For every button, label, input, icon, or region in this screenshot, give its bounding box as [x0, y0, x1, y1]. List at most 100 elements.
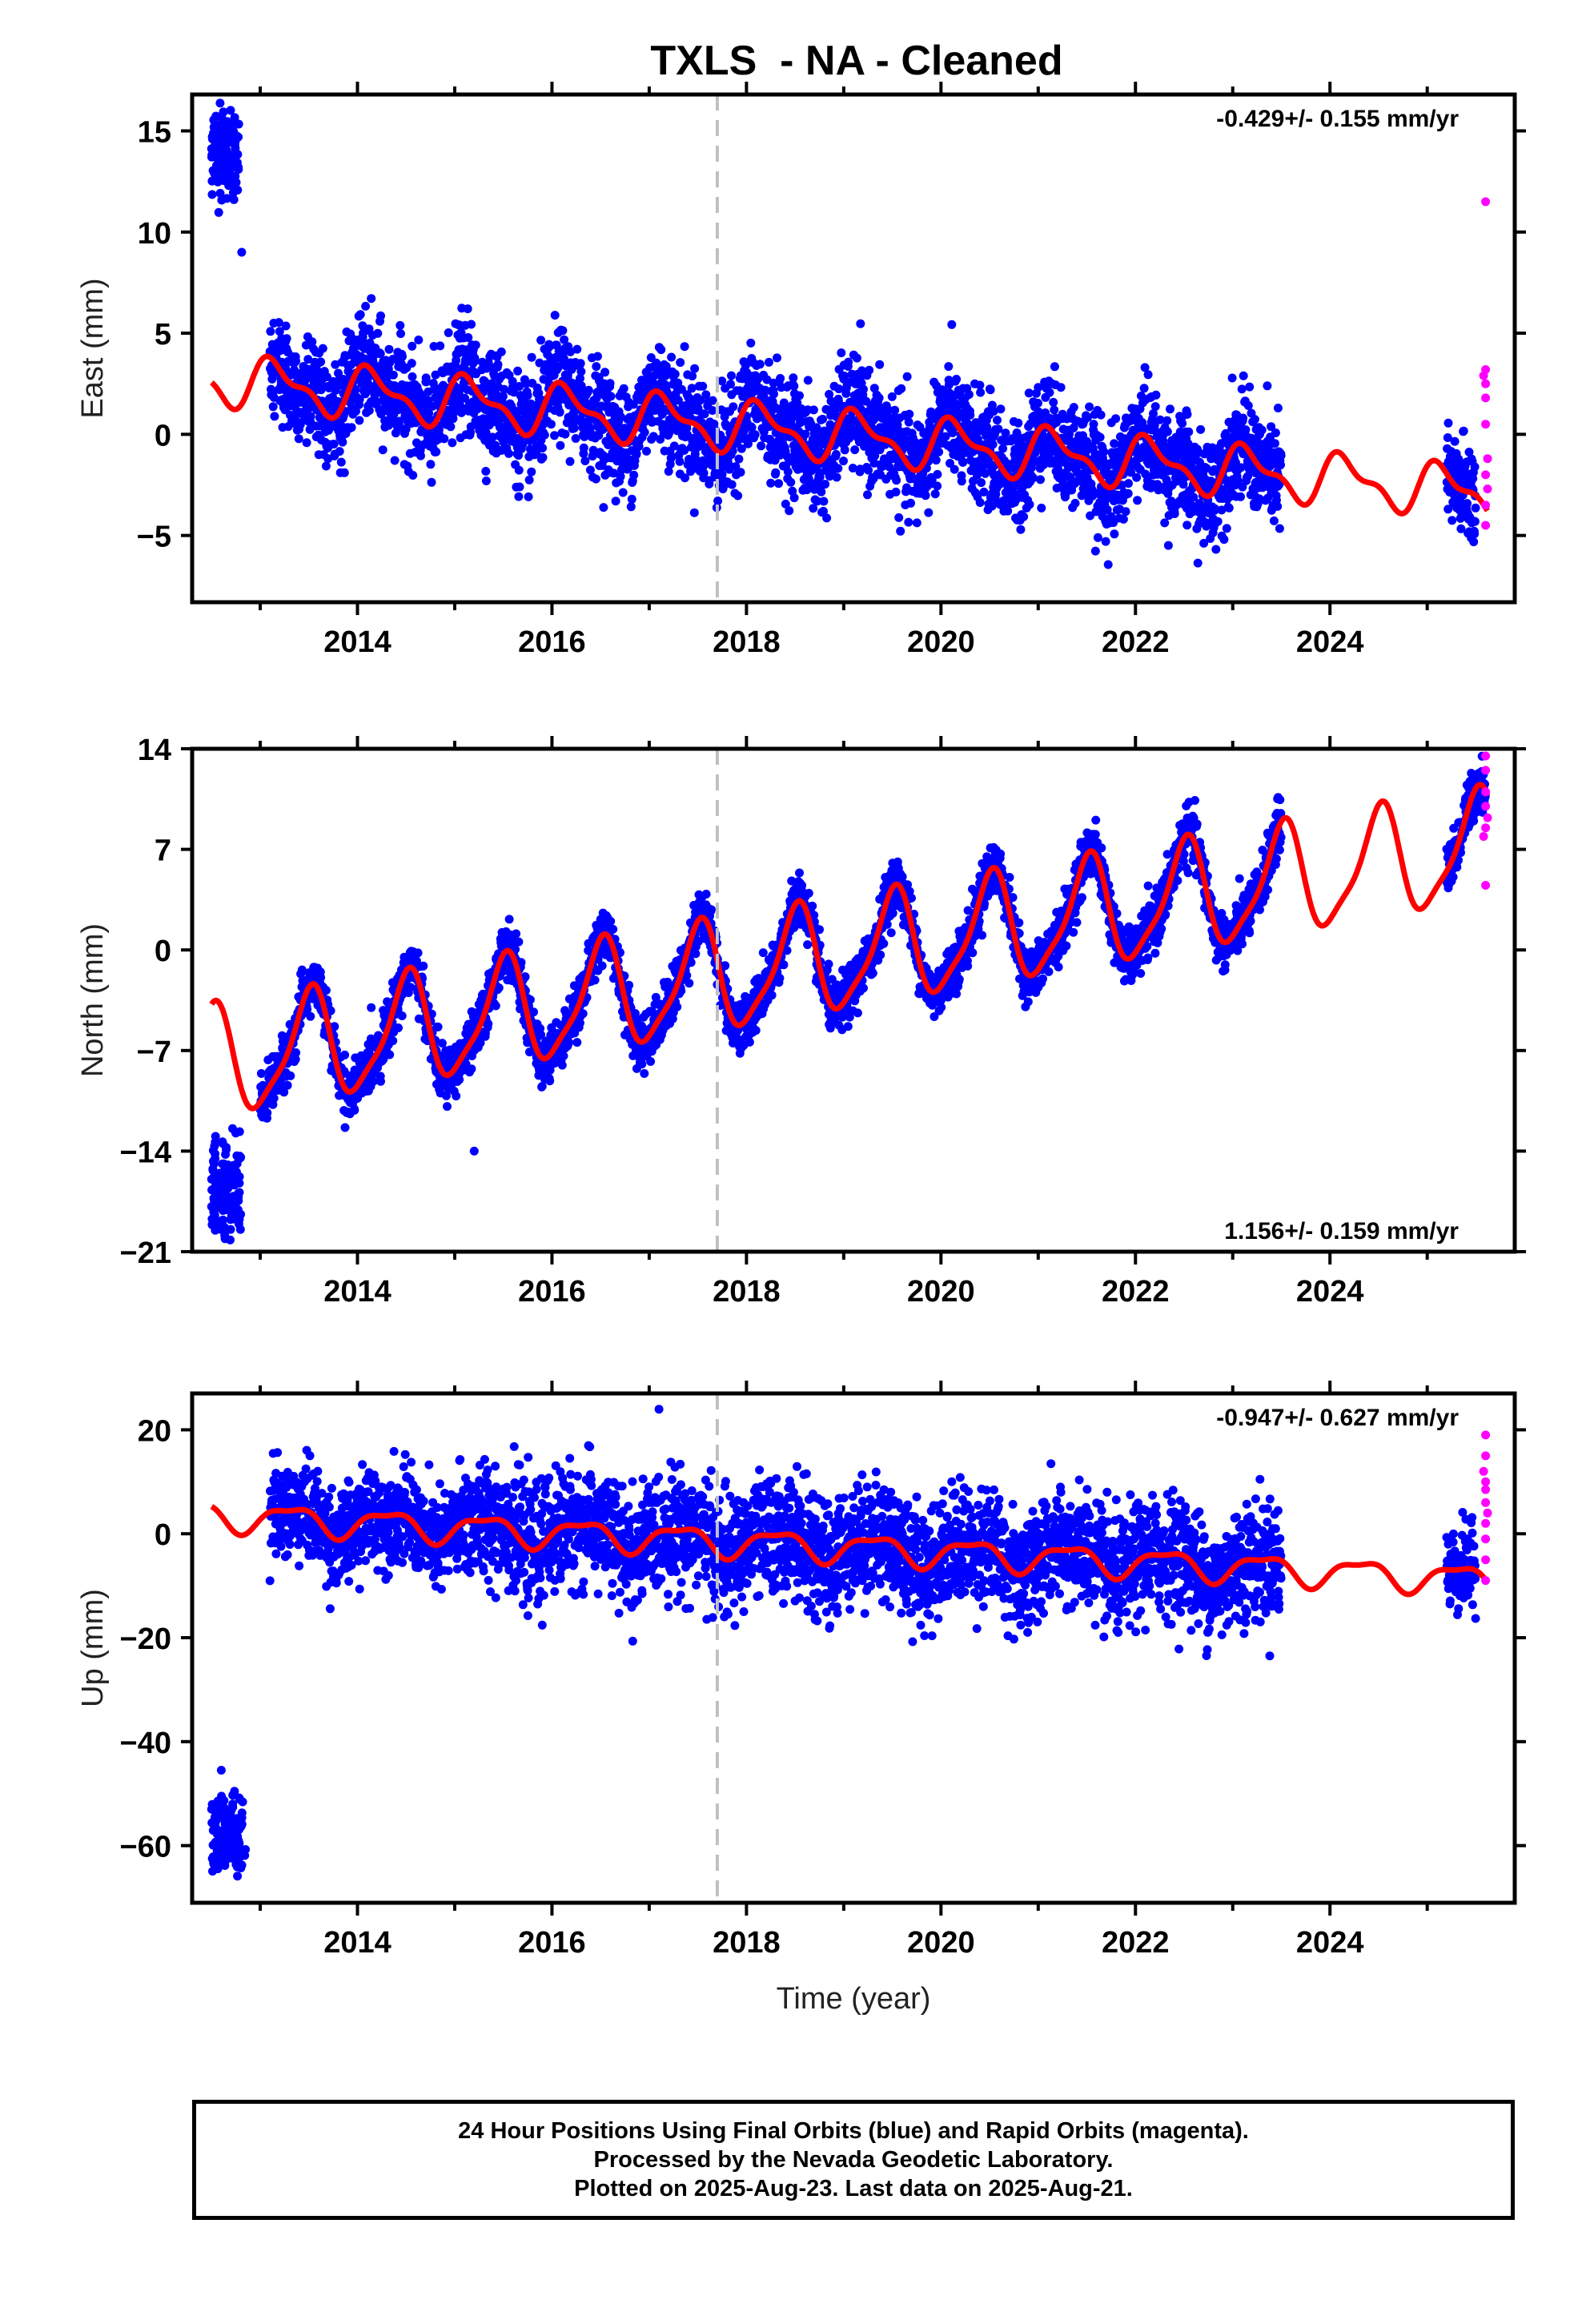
final-orbit-point	[1070, 498, 1080, 508]
final-orbit-point	[1456, 524, 1466, 533]
final-orbit-point	[1083, 412, 1092, 422]
final-orbit-point	[1110, 439, 1119, 448]
final-orbit-point	[295, 420, 305, 429]
final-orbit-point	[215, 99, 225, 108]
final-orbit-point	[708, 396, 717, 405]
final-orbit-point	[396, 320, 405, 330]
final-orbit-point	[1151, 390, 1161, 400]
final-orbit-point	[303, 1005, 312, 1014]
y-tick-label: 10	[138, 217, 171, 251]
final-orbit-point	[1052, 484, 1062, 493]
final-orbit-point	[1269, 516, 1279, 525]
final-orbit-point	[844, 357, 853, 367]
final-orbit-point	[1078, 460, 1087, 469]
final-orbit-point	[1184, 427, 1194, 436]
final-orbit-point	[1263, 381, 1272, 391]
final-orbit-point	[316, 357, 326, 367]
final-orbit-point	[376, 311, 385, 320]
final-orbit-point	[904, 517, 913, 527]
final-orbit-point	[944, 362, 954, 372]
final-orbit-point	[1162, 427, 1172, 436]
final-orbit-point	[394, 1023, 403, 1032]
final-orbit-point	[326, 1006, 335, 1015]
x-tick-label: 2024	[1296, 625, 1364, 659]
final-orbit-point	[974, 435, 982, 444]
final-orbit-point	[975, 380, 985, 390]
final-orbit-point	[523, 391, 532, 400]
final-orbit-point	[340, 1050, 350, 1059]
final-orbit-point	[212, 168, 222, 178]
final-orbit-point	[773, 353, 781, 363]
final-orbit-point	[532, 448, 541, 457]
final-orbit-point	[388, 1036, 398, 1046]
final-orbit-point	[733, 491, 743, 501]
final-orbit-point	[726, 380, 735, 389]
rapid-orbit-point	[1481, 501, 1491, 510]
final-orbit-point	[1239, 371, 1248, 380]
final-orbit-point	[538, 452, 548, 462]
final-orbit-point	[1140, 363, 1150, 372]
final-orbit-point	[375, 349, 385, 359]
final-orbit-point	[433, 1022, 443, 1031]
final-orbit-point	[207, 152, 216, 162]
final-orbit-point	[1271, 428, 1280, 437]
final-orbit-point	[424, 408, 434, 418]
final-orbit-point	[809, 504, 818, 513]
final-orbit-point	[616, 412, 625, 422]
final-orbit-point	[560, 335, 569, 344]
final-orbit-point	[1233, 476, 1243, 485]
final-orbit-point	[576, 359, 585, 368]
final-orbit-point	[413, 948, 423, 958]
final-orbit-point	[894, 513, 904, 522]
final-orbit-point	[477, 357, 487, 367]
final-orbit-point	[948, 428, 958, 437]
final-orbit-point	[234, 132, 243, 142]
final-orbit-point	[673, 378, 683, 388]
final-orbit-point	[941, 432, 950, 441]
final-orbit-point	[279, 1088, 289, 1097]
final-orbit-point	[536, 336, 546, 345]
final-orbit-point	[1199, 538, 1209, 548]
final-orbit-point	[234, 1210, 243, 1220]
final-orbit-point	[228, 1124, 237, 1133]
final-orbit-point	[859, 384, 868, 394]
final-orbit-point	[373, 328, 383, 338]
final-orbit-point	[931, 414, 941, 424]
final-orbit-point	[592, 362, 601, 372]
final-orbit-point	[717, 376, 727, 386]
y-tick-label: 5	[155, 318, 171, 352]
final-orbit-point	[698, 381, 708, 391]
final-orbit-point	[282, 334, 291, 344]
final-orbit-point	[276, 1078, 286, 1088]
final-orbit-point	[223, 1184, 233, 1193]
final-orbit-point	[231, 1199, 240, 1208]
final-orbit-point	[946, 459, 954, 468]
final-orbit-point	[576, 381, 586, 391]
final-orbit-point	[436, 341, 445, 351]
final-orbit-point	[993, 416, 1002, 425]
final-orbit-point	[215, 188, 225, 198]
final-orbit-point	[831, 449, 841, 459]
final-orbit-point	[550, 311, 560, 320]
final-orbit-point	[618, 488, 628, 497]
final-orbit-point	[448, 438, 457, 448]
final-orbit-point	[496, 347, 506, 356]
final-orbit-point	[585, 423, 595, 432]
final-orbit-point	[906, 498, 915, 508]
final-orbit-point	[364, 1048, 374, 1058]
final-orbit-point	[979, 487, 989, 497]
final-orbit-point	[226, 106, 235, 115]
final-orbit-point	[360, 389, 370, 399]
final-orbit-point	[336, 457, 346, 467]
final-orbit-point	[209, 128, 219, 138]
final-orbit-point	[1471, 503, 1480, 513]
final-orbit-point	[351, 385, 360, 395]
final-orbit-point	[1182, 409, 1192, 419]
final-orbit-point	[408, 372, 417, 381]
final-orbit-point	[762, 375, 772, 384]
final-orbit-point	[407, 359, 416, 368]
final-orbit-point	[270, 412, 279, 421]
final-orbit-point	[779, 398, 789, 408]
final-orbit-point	[464, 333, 473, 342]
